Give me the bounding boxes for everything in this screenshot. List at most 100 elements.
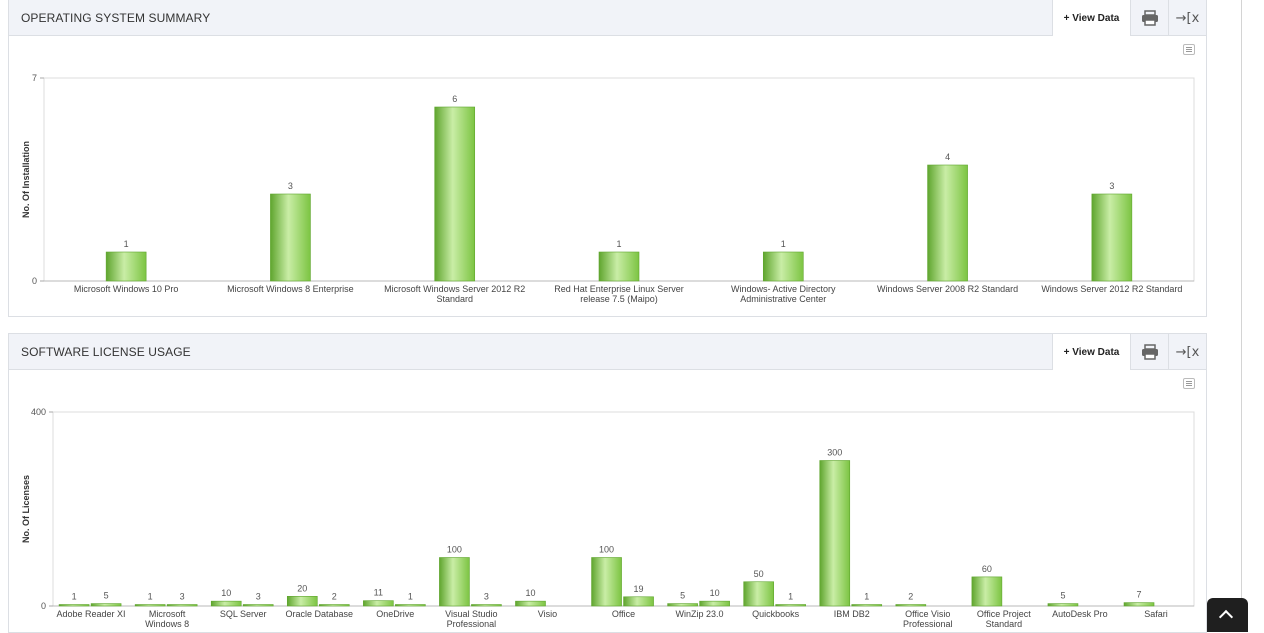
bar[interactable] bbox=[166, 604, 198, 607]
bar[interactable] bbox=[318, 604, 350, 607]
bar-value-label: 2 bbox=[908, 592, 913, 602]
bar-value-label: 1 bbox=[408, 592, 413, 602]
bar-value-label: 11 bbox=[374, 588, 383, 598]
bar[interactable] bbox=[598, 251, 640, 282]
bar[interactable] bbox=[439, 557, 470, 607]
export-button[interactable]: →[x bbox=[1168, 0, 1206, 36]
x-tick-label: Professional bbox=[447, 619, 497, 629]
software-license-chart: 0 400 No. Of Licenses Adobe Reader XI 1 5 Micr… bbox=[21, 407, 1195, 629]
bar-value-label: 1 bbox=[124, 239, 129, 249]
bar[interactable] bbox=[210, 600, 242, 607]
panel-header: SOFTWARE LICENSE USAGE + View Data →[x bbox=[9, 334, 1206, 370]
x-tick-label: Professional bbox=[903, 619, 953, 629]
bar-value-label: 20 bbox=[297, 583, 307, 593]
x-tick-label: Windows Server 2008 R2 Standard bbox=[877, 284, 1018, 294]
x-tick-label: Red Hat Enterprise Linux Server bbox=[554, 284, 684, 294]
bar[interactable] bbox=[819, 460, 851, 607]
bar[interactable] bbox=[105, 251, 147, 282]
bar-value-label: 2 bbox=[332, 592, 337, 602]
x-tick-label: Adobe Reader XI bbox=[57, 609, 126, 619]
view-data-button[interactable]: + View Data bbox=[1052, 0, 1130, 36]
y-tick-label: 400 bbox=[31, 407, 46, 417]
bar-value-label: 3 bbox=[1109, 181, 1114, 191]
bar[interactable] bbox=[134, 604, 166, 607]
x-tick-label: Windows Server 2012 R2 Standard bbox=[1041, 284, 1182, 294]
chart-menu-icon[interactable] bbox=[1183, 44, 1195, 55]
x-tick-label: OneDrive bbox=[376, 609, 414, 619]
x-tick-label: IBM DB2 bbox=[834, 609, 870, 619]
bar-value-label: 3 bbox=[180, 592, 185, 602]
bar-value-label: 1 bbox=[781, 239, 786, 249]
bar[interactable] bbox=[851, 604, 883, 607]
x-tick-label: AutoDesk Pro bbox=[1052, 609, 1108, 619]
bar[interactable] bbox=[286, 596, 318, 607]
bar[interactable] bbox=[270, 193, 311, 282]
bar-value-label: 7 bbox=[1137, 590, 1142, 600]
x-tick-label: release 7.5 (Maipo) bbox=[580, 294, 658, 304]
bar[interactable] bbox=[515, 600, 546, 607]
bar[interactable] bbox=[471, 604, 502, 607]
bar[interactable] bbox=[667, 603, 698, 607]
bar[interactable] bbox=[762, 251, 804, 282]
bar[interactable] bbox=[90, 603, 122, 607]
export-button[interactable]: →[x bbox=[1168, 334, 1206, 370]
printer-icon bbox=[1141, 10, 1158, 26]
bar-value-label: 50 bbox=[754, 569, 764, 579]
chart-menu-icon[interactable] bbox=[1183, 378, 1195, 389]
x-tick-label: Standard bbox=[986, 619, 1023, 629]
print-button[interactable] bbox=[1130, 0, 1168, 36]
bar[interactable] bbox=[927, 164, 968, 282]
y-tick-label: 0 bbox=[41, 601, 46, 611]
bar[interactable] bbox=[895, 604, 927, 607]
bar-value-label: 100 bbox=[447, 545, 462, 555]
bar[interactable] bbox=[623, 596, 654, 607]
panel-title: SOFTWARE LICENSE USAGE bbox=[21, 345, 191, 359]
x-tick-label: Microsoft Windows Server 2012 R2 bbox=[384, 284, 525, 294]
bar-value-label: 1 bbox=[72, 592, 77, 602]
bar[interactable] bbox=[743, 581, 774, 607]
bar-value-label: 60 bbox=[982, 564, 992, 574]
x-tick-label: WinZip 23.0 bbox=[676, 609, 724, 619]
x-tick-label: Microsoft Windows 8 Enterprise bbox=[227, 284, 354, 294]
bar[interactable] bbox=[242, 604, 274, 607]
bar[interactable] bbox=[775, 604, 806, 607]
software-license-panel: SOFTWARE LICENSE USAGE + View Data →[x 0… bbox=[8, 333, 1207, 633]
x-tick-label: Office Project bbox=[977, 609, 1031, 619]
bar[interactable] bbox=[58, 604, 90, 607]
bar[interactable] bbox=[1123, 602, 1155, 607]
bar[interactable] bbox=[971, 576, 1003, 607]
x-tick-label: Microsoft bbox=[149, 609, 186, 619]
export-icon: →[x bbox=[1175, 344, 1200, 360]
x-tick-label: Visio bbox=[538, 609, 557, 619]
os-summary-panel: OPERATING SYSTEM SUMMARY + View Data →[x… bbox=[8, 0, 1207, 317]
bar[interactable] bbox=[591, 557, 622, 607]
plot-area bbox=[52, 411, 1195, 607]
bar[interactable] bbox=[363, 600, 394, 607]
view-data-button[interactable]: + View Data bbox=[1052, 334, 1130, 370]
export-icon: →[x bbox=[1175, 10, 1200, 26]
bar[interactable] bbox=[1091, 193, 1133, 282]
printer-icon bbox=[1141, 344, 1158, 360]
os-installation-chart: 0 7 No. Of Installation Microsoft Windows 1… bbox=[21, 73, 1195, 304]
bar-value-label: 10 bbox=[221, 588, 231, 598]
print-button[interactable] bbox=[1130, 334, 1168, 370]
x-tick-label: Microsoft Windows 10 Pro bbox=[74, 284, 179, 294]
y-axis-label: No. Of Installation bbox=[21, 141, 31, 218]
bar[interactable] bbox=[395, 604, 426, 607]
bar-value-label: 10 bbox=[525, 588, 535, 598]
bar-value-label: 3 bbox=[256, 592, 261, 602]
bar[interactable] bbox=[434, 106, 476, 282]
bar-value-label: 4 bbox=[945, 152, 950, 162]
chevron-up-icon bbox=[1218, 609, 1234, 625]
bar-value-label: 1 bbox=[864, 592, 869, 602]
bar-value-label: 3 bbox=[484, 592, 489, 602]
bar-value-label: 5 bbox=[680, 591, 685, 601]
bar[interactable] bbox=[699, 600, 730, 607]
bar-value-label: 3 bbox=[288, 181, 293, 191]
bar-value-label: 5 bbox=[104, 591, 109, 601]
x-tick-label: Oracle Database bbox=[285, 609, 353, 619]
bar[interactable] bbox=[1047, 603, 1079, 607]
scroll-to-top-button[interactable] bbox=[1207, 598, 1248, 632]
panel-header: OPERATING SYSTEM SUMMARY + View Data →[x bbox=[9, 0, 1206, 36]
y-tick-label: 0 bbox=[32, 276, 37, 286]
